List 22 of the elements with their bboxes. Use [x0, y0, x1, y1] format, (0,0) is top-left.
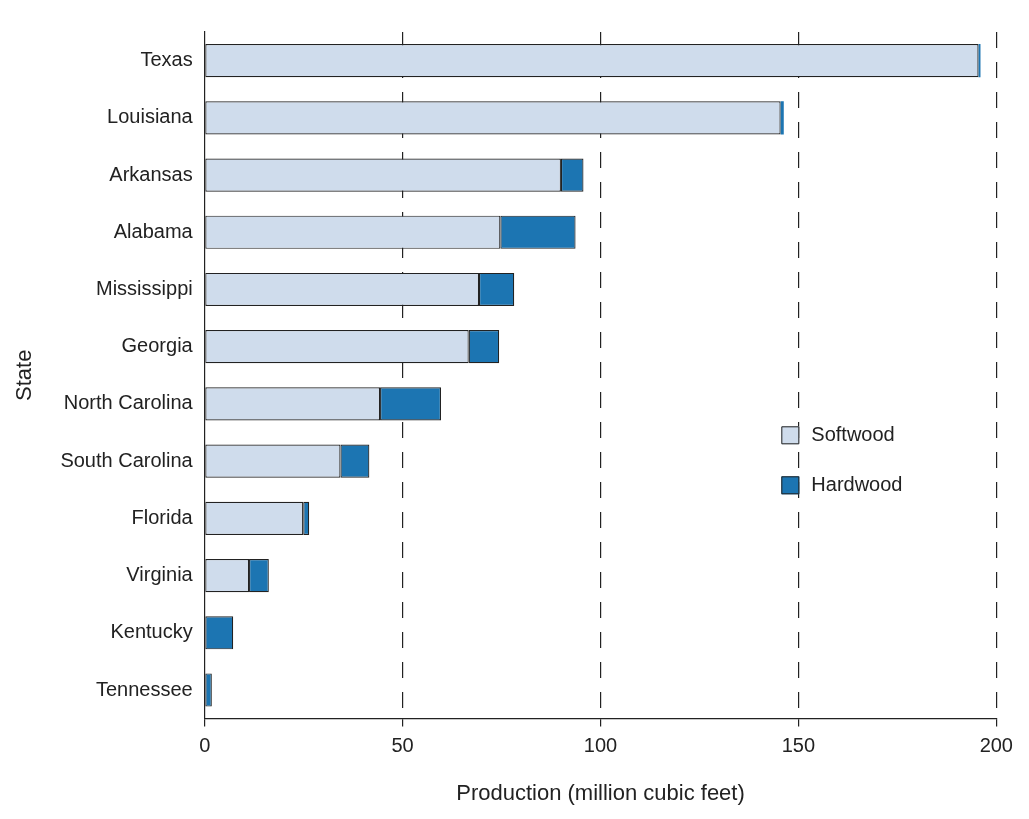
y-tick-label: Arkansas — [109, 162, 193, 185]
legend-label: Hardwood — [811, 472, 903, 495]
y-tick-label: Tennessee — [95, 677, 193, 700]
x-tick-label: 200 — [979, 734, 1013, 757]
x-axis-title: Production (million cubic feet) — [456, 779, 745, 805]
y-tick-label: South Carolina — [60, 448, 194, 471]
y-tick-label: Texas — [140, 48, 193, 71]
y-tick-label: Georgia — [121, 334, 194, 357]
x-tick-label: 0 — [199, 734, 211, 757]
x-tick-label: 50 — [391, 734, 414, 757]
y-tick-label: Louisiana — [107, 105, 194, 128]
y-tick-label: Kentucky — [110, 620, 193, 643]
x-tick-label: 100 — [583, 734, 618, 757]
y-tick-label: Alabama — [113, 219, 194, 242]
y-tick-label: Florida — [131, 505, 194, 528]
x-tick-label: 150 — [781, 734, 816, 757]
bar — [780, 101, 784, 135]
legend-label: Softwood — [811, 422, 895, 445]
y-tick-label: North Carolina — [63, 391, 194, 414]
y-axis-title: State — [11, 349, 37, 401]
y-tick-label: Virginia — [126, 563, 194, 586]
y-tick-label: Mississippi — [96, 276, 193, 299]
